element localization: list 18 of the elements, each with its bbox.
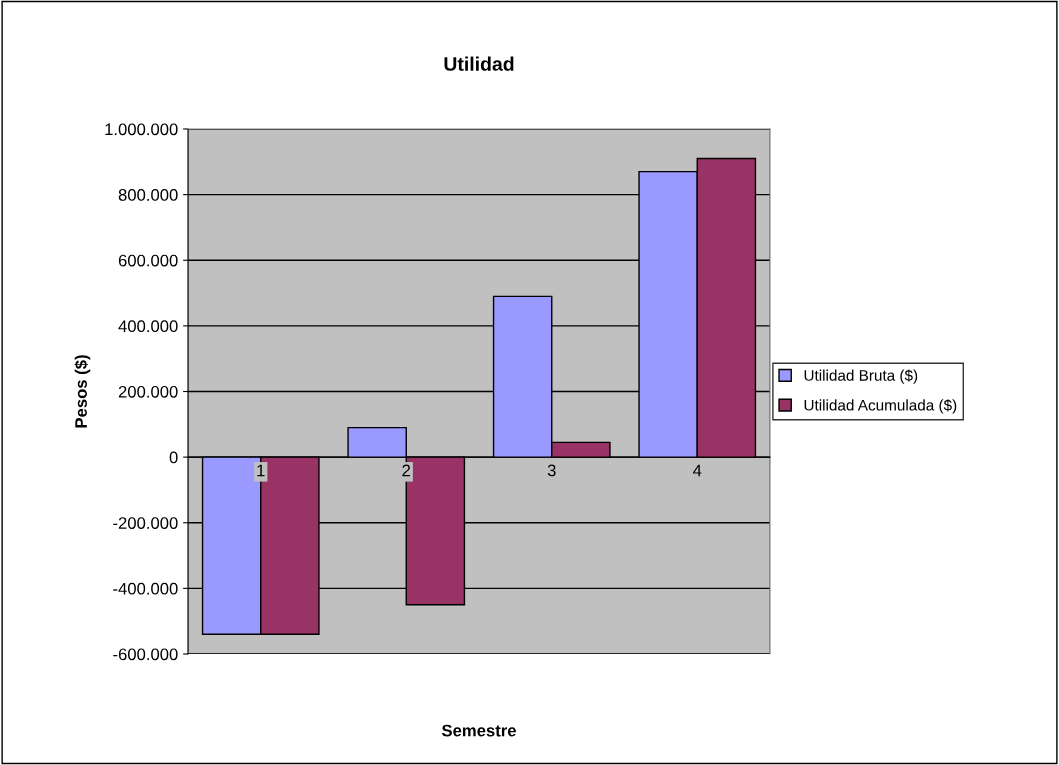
x-tick-label: 4 [693,464,702,477]
y-tick-label: 200.000 [118,385,178,398]
legend-label: Utilidad Bruta ($) [804,369,918,384]
y-tick-label: -600.000 [113,648,178,661]
y-axis-title: Pesos ($) [74,355,91,428]
legend-label: Utilidad Acumulada ($) [804,399,957,414]
y-tick-label: 0 [169,451,178,464]
y-tick-label: 1.000.000 [105,123,178,136]
x-tick-label: 3 [547,464,556,477]
chart-title: Utilidad [444,56,514,71]
y-tick-label: 400.000 [118,320,178,333]
y-tick-label: -200.000 [113,517,178,529]
y-tick-label: -400.000 [113,582,178,595]
x-tick-label: 1 [257,464,265,477]
x-axis-title: Semestre [441,724,516,737]
y-tick-label: 600.000 [118,254,178,267]
y-tick-label: 800.000 [118,189,178,201]
x-tick-label: 2 [402,464,411,477]
